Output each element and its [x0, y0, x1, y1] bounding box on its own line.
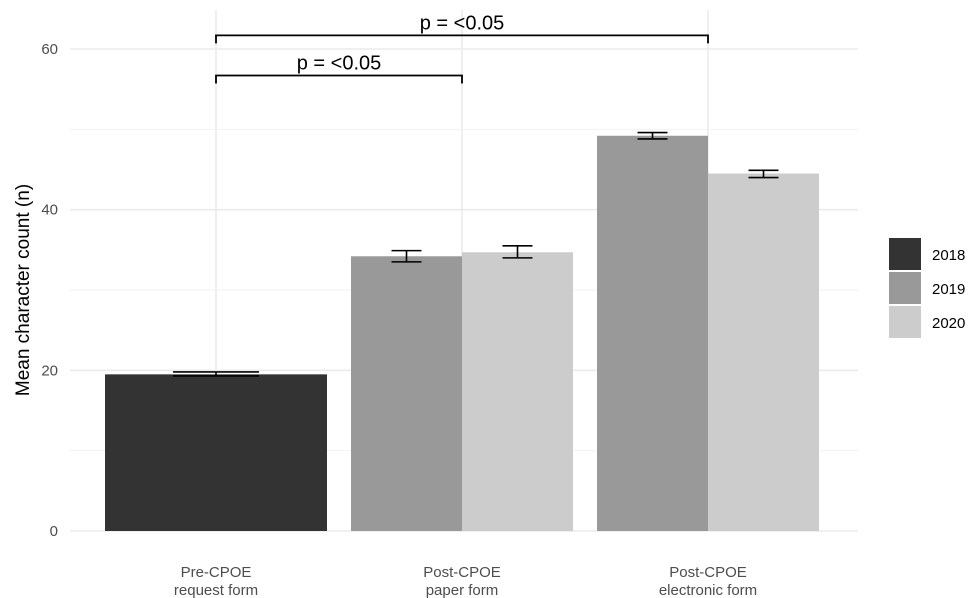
bar: [351, 256, 462, 531]
x-tick-label-line2: electronic form: [659, 582, 757, 598]
significance-label: p = <0.05: [420, 12, 505, 34]
y-tick-label: 0: [50, 523, 58, 540]
legend-swatch: [889, 238, 921, 270]
legend-swatch: [889, 272, 921, 304]
x-tick-label-line1: Post-CPOE: [669, 564, 747, 581]
significance-bracket: [215, 34, 709, 44]
x-tick-label-line1: Post-CPOE: [423, 564, 501, 581]
significance-brackets: p = <0.05 p = <0.05: [215, 12, 709, 84]
y-tick-label: 40: [41, 202, 58, 219]
y-axis-label: Mean character count (n): [13, 184, 34, 396]
legend-swatch: [889, 306, 921, 338]
bar: [105, 374, 327, 531]
bar: [597, 135, 708, 531]
legend-label: 2020: [932, 315, 965, 332]
y-tick-label: 20: [41, 362, 58, 379]
y-tick-label: 60: [41, 41, 58, 58]
x-tick-label-line2: request form: [174, 582, 258, 598]
legend-label: 2018: [932, 247, 965, 264]
legend: 2018 2019 2020: [889, 238, 965, 338]
bar: [708, 173, 819, 531]
x-tick-label-line2: paper form: [426, 582, 499, 598]
y-axis-ticks: 0 20 40 60: [41, 41, 58, 540]
bars: [105, 135, 819, 531]
bar: [462, 252, 573, 531]
significance-bracket: [215, 74, 463, 84]
significance-label: p = <0.05: [297, 53, 382, 75]
error-bars: [173, 131, 779, 377]
x-tick-label-line1: Pre-CPOE: [181, 564, 252, 581]
legend-label: 2019: [932, 281, 965, 298]
